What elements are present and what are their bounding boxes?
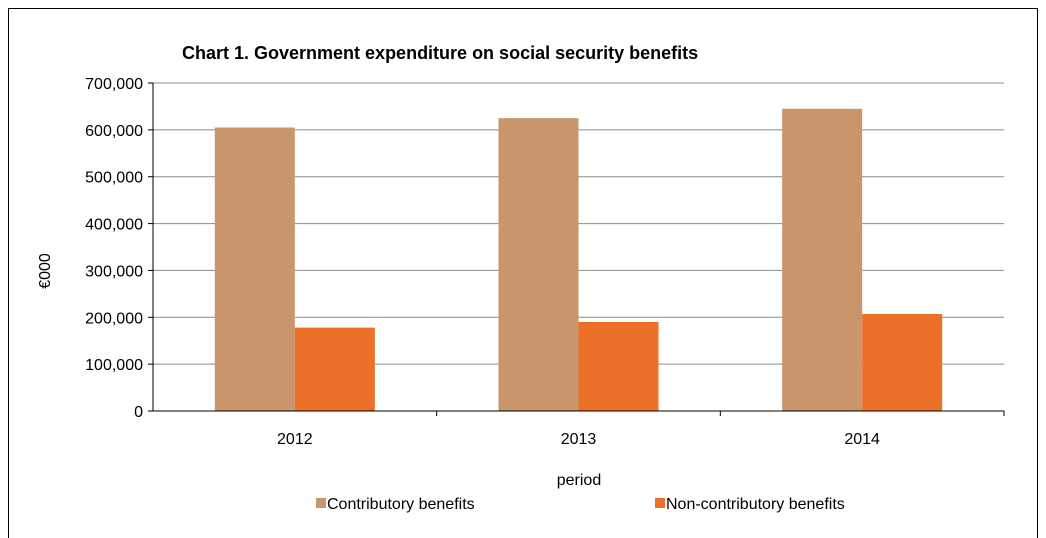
chart-title: Chart 1. Government expenditure on socia…	[182, 43, 698, 63]
bar-contributory	[782, 108, 863, 412]
legend: Contributory benefits Non-contributory be…	[316, 496, 845, 513]
axes	[152, 83, 1004, 412]
bar-contributory	[214, 127, 295, 411]
legend-swatch	[316, 498, 326, 508]
legend-label: Contributory benefits	[327, 496, 475, 513]
y-tick-labels: 0 100,000 200,000 300,000 400,000 500,000 600,…	[85, 76, 153, 421]
y-tick-label: 500,000	[85, 170, 143, 187]
x-tick-labels: 2012 2013 2014	[277, 411, 1005, 448]
bar-non-contributory	[294, 327, 375, 411]
y-tick-label: 600,000	[85, 123, 143, 140]
chart-frame	[8, 8, 1038, 538]
bar-non-contributory	[862, 314, 943, 411]
x-tick-label: 2013	[561, 431, 597, 448]
y-tick-label: 100,000	[85, 357, 143, 374]
y-tick-label: 0	[134, 404, 143, 421]
y-tick-label: 400,000	[85, 217, 143, 234]
legend-label: Non-contributory benefits	[666, 496, 845, 513]
x-tick-label: 2012	[277, 431, 313, 448]
x-tick-label: 2014	[844, 431, 880, 448]
bar-non-contributory	[578, 321, 659, 411]
bar-contributory	[498, 118, 579, 412]
y-tick-label: 700,000	[85, 76, 143, 93]
x-axis-label: period	[557, 472, 601, 489]
y-tick-label: 200,000	[85, 310, 143, 327]
y-tick-label: 300,000	[85, 263, 143, 280]
bars	[214, 108, 943, 412]
y-axis-label: €000	[37, 253, 54, 289]
legend-swatch	[655, 498, 665, 508]
